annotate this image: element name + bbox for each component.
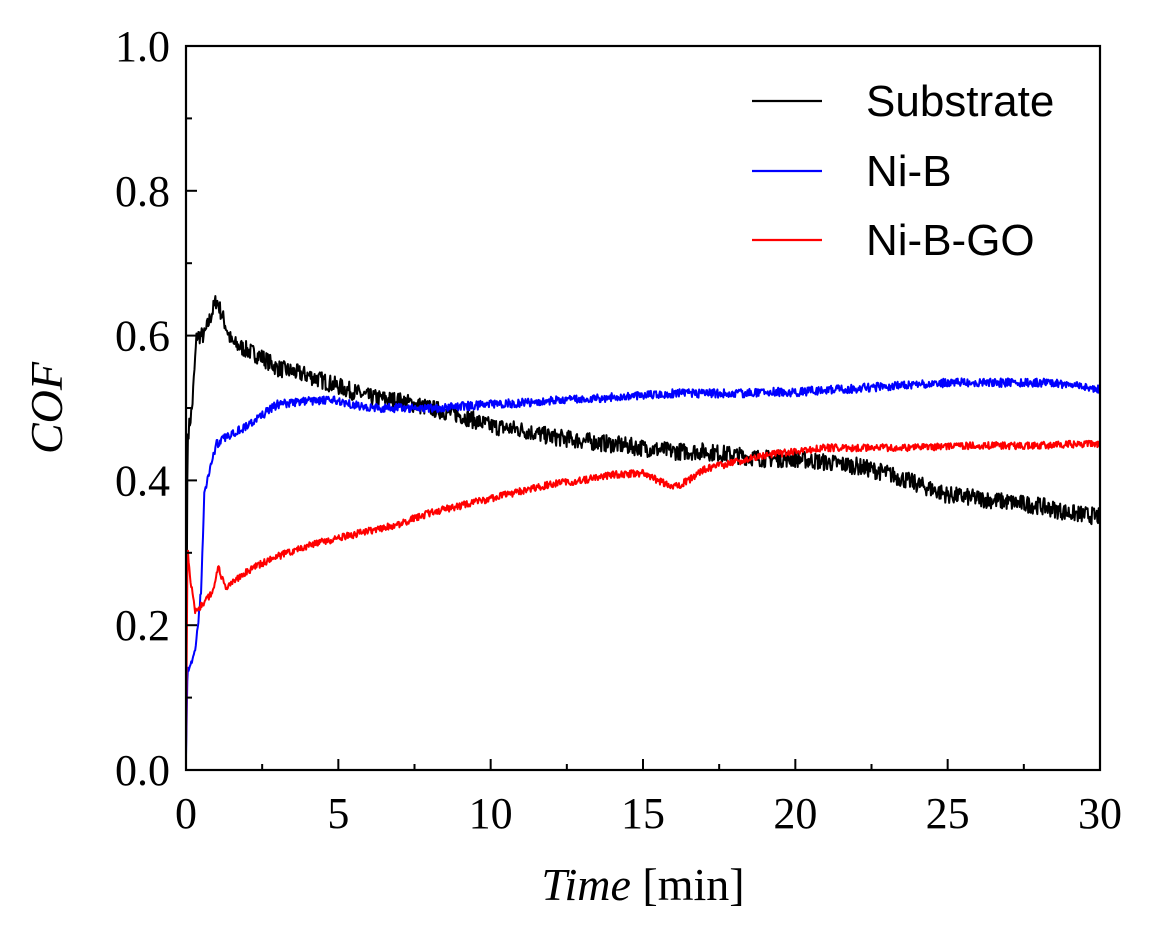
x-tick-label: 0	[175, 789, 197, 838]
x-axis-title: Time [min]	[541, 859, 744, 910]
legend-label-ni-b-go: Ni-B-GO	[866, 216, 1035, 265]
legend-label-ni-b: Ni-B	[866, 147, 952, 196]
x-tick-label: 15	[621, 789, 665, 838]
x-tick-label: 20	[773, 789, 817, 838]
y-tick-label: 0.4	[115, 456, 170, 505]
x-tick-label: 30	[1078, 789, 1122, 838]
y-tick-label: 0.0	[115, 746, 170, 795]
y-axis-title: COF	[21, 361, 72, 454]
series-line-substrate	[185, 295, 1101, 749]
y-tick-label: 0.2	[115, 601, 170, 650]
legend-label-substrate: Substrate	[866, 77, 1054, 126]
y-tick-label: 1.0	[115, 22, 170, 71]
tick-layer: 0 5 10 15 20 25 30 0.0 0.2 0.4 0.6 0.8 1.0	[115, 22, 1122, 838]
x-tick-label: 10	[469, 789, 513, 838]
y-tick-label: 0.6	[115, 312, 170, 361]
y-tick-label: 0.8	[115, 167, 170, 216]
x-tick-label: 5	[327, 789, 349, 838]
series-line-ni-b	[185, 377, 1101, 756]
legend: Substrate Ni-B Ni-B-GO	[752, 77, 1054, 265]
series-layer	[185, 295, 1101, 756]
x-axis-title-unit: [min]	[642, 859, 744, 910]
series-line-ni-b-go	[185, 439, 1101, 749]
x-tick-label: 25	[926, 789, 970, 838]
x-axis-title-variable: Time	[541, 859, 630, 910]
